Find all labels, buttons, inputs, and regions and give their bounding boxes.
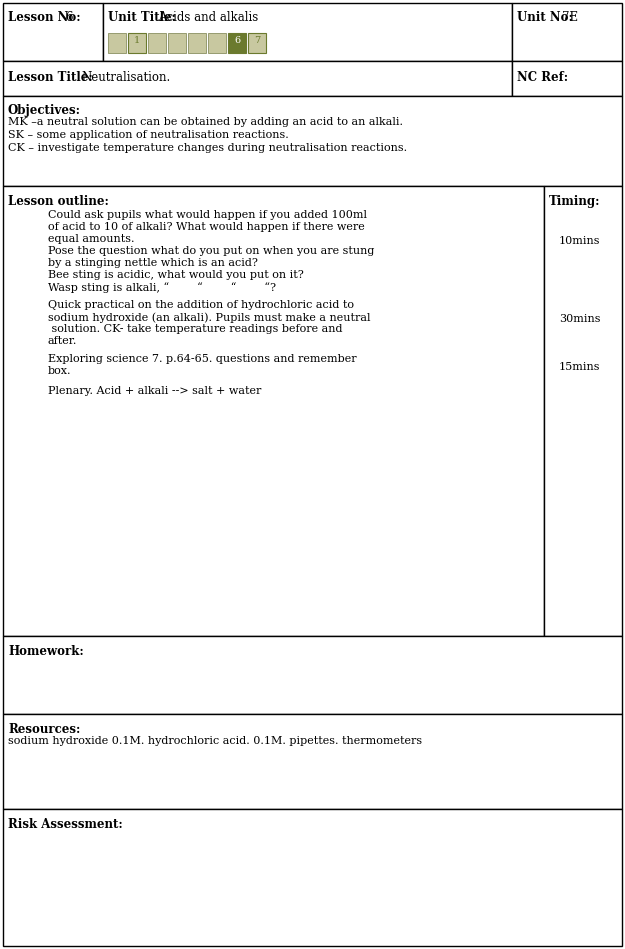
Text: sodium hydroxide 0.1M. hydrochloric acid. 0.1M. pipettes. thermometers: sodium hydroxide 0.1M. hydrochloric acid… bbox=[8, 736, 422, 746]
Text: 10mins: 10mins bbox=[559, 236, 601, 246]
Bar bbox=[3, 714, 622, 809]
Text: 7: 7 bbox=[254, 36, 260, 45]
Text: 7E: 7E bbox=[562, 11, 578, 24]
Text: CK – investigate temperature changes during neutralisation reactions.: CK – investigate temperature changes dur… bbox=[8, 143, 407, 153]
Bar bbox=[3, 96, 622, 186]
Bar bbox=[248, 33, 266, 53]
Bar bbox=[3, 3, 103, 61]
Bar bbox=[103, 3, 512, 61]
Text: Objectives:: Objectives: bbox=[8, 104, 81, 117]
Bar bbox=[3, 809, 622, 946]
Bar bbox=[128, 33, 146, 53]
Text: Unit Title:: Unit Title: bbox=[108, 11, 176, 24]
Text: Timing:: Timing: bbox=[549, 195, 601, 208]
Bar bbox=[512, 3, 622, 61]
Text: 1: 1 bbox=[134, 36, 140, 45]
Bar bbox=[148, 33, 166, 53]
Bar bbox=[228, 33, 246, 53]
Bar bbox=[208, 33, 226, 53]
Text: 30mins: 30mins bbox=[559, 314, 601, 324]
Text: box.: box. bbox=[48, 366, 71, 376]
Text: Could ask pupils what would happen if you added 100ml: Could ask pupils what would happen if yo… bbox=[48, 210, 367, 220]
Bar bbox=[3, 61, 512, 96]
Text: Neutralisation.: Neutralisation. bbox=[81, 71, 170, 84]
Bar bbox=[168, 33, 186, 53]
Text: Risk Assessment:: Risk Assessment: bbox=[8, 818, 122, 831]
Text: Bee sting is acidic, what would you put on it?: Bee sting is acidic, what would you put … bbox=[48, 270, 304, 280]
Bar bbox=[544, 186, 622, 636]
Text: equal amounts.: equal amounts. bbox=[48, 234, 134, 244]
Text: Lesson No:: Lesson No: bbox=[8, 11, 81, 24]
Text: 15mins: 15mins bbox=[559, 362, 601, 372]
Bar bbox=[108, 33, 126, 53]
Text: by a stinging nettle which is an acid?: by a stinging nettle which is an acid? bbox=[48, 258, 258, 268]
Text: sodium hydroxide (an alkali). Pupils must make a neutral: sodium hydroxide (an alkali). Pupils mus… bbox=[48, 312, 371, 323]
Text: Homework:: Homework: bbox=[8, 645, 84, 658]
Text: Wasp sting is alkali, “        “        “        “?: Wasp sting is alkali, “ “ “ “? bbox=[48, 282, 276, 293]
Bar bbox=[188, 33, 206, 53]
Text: SK – some application of neutralisation reactions.: SK – some application of neutralisation … bbox=[8, 130, 289, 140]
Bar bbox=[3, 636, 622, 714]
Text: Lesson Title:: Lesson Title: bbox=[8, 71, 92, 84]
Text: NC Ref:: NC Ref: bbox=[517, 71, 568, 84]
Text: Acids and alkalis: Acids and alkalis bbox=[158, 11, 258, 24]
Bar bbox=[512, 61, 622, 96]
Text: MK –a neutral solution can be obtained by adding an acid to an alkali.: MK –a neutral solution can be obtained b… bbox=[8, 117, 403, 127]
Bar bbox=[3, 186, 544, 636]
Text: after.: after. bbox=[48, 336, 78, 346]
Text: 6: 6 bbox=[234, 36, 240, 45]
Text: Exploring science 7. p.64-65. questions and remember: Exploring science 7. p.64-65. questions … bbox=[48, 354, 357, 364]
Text: of acid to 10 of alkali? What would happen if there were: of acid to 10 of alkali? What would happ… bbox=[48, 222, 365, 232]
Text: Quick practical on the addition of hydrochloric acid to: Quick practical on the addition of hydro… bbox=[48, 300, 354, 310]
Text: Lesson outline:: Lesson outline: bbox=[8, 195, 109, 208]
Text: solution. CK- take temperature readings before and: solution. CK- take temperature readings … bbox=[48, 324, 342, 334]
Text: 6: 6 bbox=[65, 11, 72, 24]
Text: Resources:: Resources: bbox=[8, 723, 81, 736]
Text: Plenary. Acid + alkali --> salt + water: Plenary. Acid + alkali --> salt + water bbox=[48, 386, 261, 396]
Text: Pose the question what do you put on when you are stung: Pose the question what do you put on whe… bbox=[48, 246, 374, 256]
Text: Unit No:: Unit No: bbox=[517, 11, 573, 24]
